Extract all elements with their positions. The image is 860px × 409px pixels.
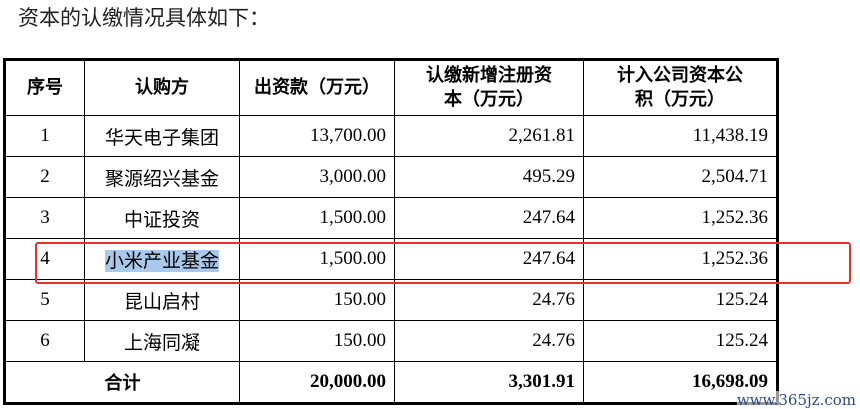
subscriber-name: 上海同凝 bbox=[84, 320, 240, 362]
subscriber-name: 昆山启村 bbox=[84, 279, 240, 321]
intro-text: 资本的认缴情况具体如下： bbox=[18, 6, 270, 30]
row-index: 4 bbox=[4, 238, 85, 280]
row-index: 6 bbox=[4, 320, 85, 362]
contribution: 1,500.00 bbox=[239, 238, 395, 280]
row-index: 5 bbox=[4, 279, 85, 321]
capital-reserve: 2,504.71 bbox=[583, 156, 778, 198]
subscriber-name: 中证投资 bbox=[84, 197, 240, 239]
total-label: 合计 bbox=[4, 361, 240, 404]
subscriber-name: 聚源绍兴基金 bbox=[84, 156, 240, 198]
header-row: 序号 认购方 出资款（万元） 认缴新增注册资本（万元） 计入公司资本公积（万元） bbox=[4, 59, 778, 116]
contribution: 3,000.00 bbox=[239, 156, 395, 198]
row-index: 3 bbox=[4, 197, 85, 239]
table-row: 6 上海同凝 150.00 24.76 125.24 bbox=[4, 320, 778, 362]
table-row: 5 昆山启村 150.00 24.76 125.24 bbox=[4, 279, 778, 321]
capital-reserve: 1,252.36 bbox=[583, 238, 778, 280]
header-subscriber: 认购方 bbox=[84, 59, 240, 116]
contribution: 13,700.00 bbox=[239, 115, 395, 157]
header-new-capital: 认缴新增注册资本（万元） bbox=[394, 59, 584, 116]
new-capital: 24.76 bbox=[394, 279, 584, 321]
capital-reserve: 11,438.19 bbox=[583, 115, 778, 157]
table-row: 4 小米产业基金 1,500.00 247.64 1,252.36 bbox=[4, 238, 778, 280]
watermark: www.365jz.com bbox=[736, 391, 856, 409]
new-capital: 2,261.81 bbox=[394, 115, 584, 157]
row-index: 2 bbox=[4, 156, 85, 198]
total-row: 合计 20,000.00 3,301.91 16,698.09 bbox=[4, 361, 778, 404]
capital-reserve: 125.24 bbox=[583, 320, 778, 362]
new-capital: 247.64 bbox=[394, 238, 584, 280]
table-row: 2 聚源绍兴基金 3,000.00 495.29 2,504.71 bbox=[4, 156, 778, 198]
capital-reserve: 125.24 bbox=[583, 279, 778, 321]
contribution: 150.00 bbox=[239, 279, 395, 321]
new-capital: 24.76 bbox=[394, 320, 584, 362]
row-index: 1 bbox=[4, 115, 85, 157]
subscription-table: 序号 认购方 出资款（万元） 认缴新增注册资本（万元） 计入公司资本公积（万元）… bbox=[3, 58, 779, 405]
header-index: 序号 bbox=[4, 59, 85, 116]
total-new-capital: 3,301.91 bbox=[394, 361, 584, 404]
new-capital: 247.64 bbox=[394, 197, 584, 239]
capital-reserve: 1,252.36 bbox=[583, 197, 778, 239]
total-contribution: 20,000.00 bbox=[239, 361, 395, 404]
highlight-box bbox=[35, 242, 851, 284]
subscriber-name: 华天电子集团 bbox=[84, 115, 240, 157]
contribution: 1,500.00 bbox=[239, 197, 395, 239]
table-row: 3 中证投资 1,500.00 247.64 1,252.36 bbox=[4, 197, 778, 239]
new-capital: 495.29 bbox=[394, 156, 584, 198]
selected-text[interactable]: 小米产业基金 bbox=[104, 249, 219, 272]
header-contribution: 出资款（万元） bbox=[239, 59, 395, 116]
header-capital-reserve: 计入公司资本公积（万元） bbox=[583, 59, 778, 116]
table-row: 1 华天电子集团 13,700.00 2,261.81 11,438.19 bbox=[4, 115, 778, 157]
contribution: 150.00 bbox=[239, 320, 395, 362]
